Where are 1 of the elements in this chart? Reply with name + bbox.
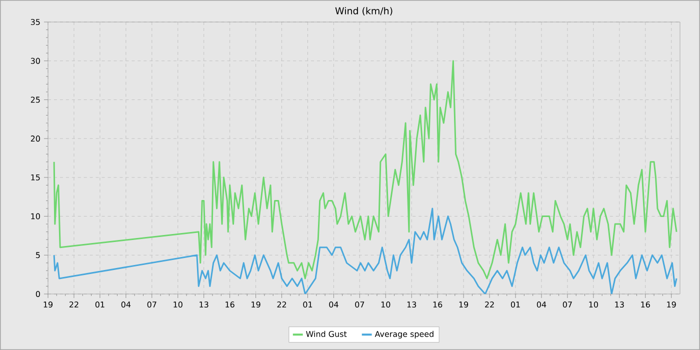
chart-title: Wind (km/h)	[335, 7, 392, 16]
